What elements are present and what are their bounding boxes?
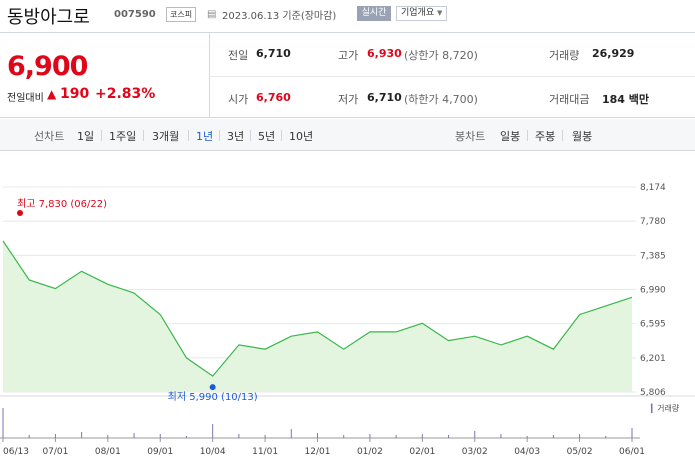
period-3y[interactable]: 3년 bbox=[227, 130, 245, 143]
chevron-down-icon: ▼ bbox=[437, 9, 443, 17]
x-tick-label: 12/01 bbox=[305, 447, 331, 457]
x-tick-label: 06/13 bbox=[3, 447, 29, 457]
divider bbox=[209, 76, 695, 77]
company-info-label: 기업개요 bbox=[401, 8, 435, 18]
company-info-button[interactable]: 기업개요 ▼ bbox=[396, 6, 448, 21]
quote-panel: 6,900 전일대비 ▲ 190 +2.83% 전일 6,710 고가 6,93… bbox=[0, 32, 695, 118]
volume-legend: ▎거래량 bbox=[651, 404, 680, 413]
x-tick-label: 11/01 bbox=[252, 447, 278, 457]
chart-toolbar: 선차트 1일 1주일 3개월 1년 3년 5년 10년 봉차트 일봉 주봉 월봉 bbox=[0, 119, 695, 151]
prev-close-label: 전일 bbox=[228, 49, 249, 62]
x-tick-label: 04/03 bbox=[514, 447, 540, 457]
change-label: 전일대비 bbox=[7, 93, 44, 104]
x-tick-label: 08/01 bbox=[95, 447, 121, 457]
candle-chart-title: 봉차트 bbox=[455, 130, 486, 143]
x-tick-label: 03/02 bbox=[462, 447, 488, 457]
volume-bars bbox=[2, 408, 633, 438]
x-axis: 06/13 07/01 08/01 09/01 10/04 11/01 12/01 01/02… bbox=[2, 438, 645, 457]
line-chart-title: 선차트 bbox=[34, 130, 65, 143]
y-tick-label: 8,174 bbox=[640, 183, 666, 193]
change-percent: +2.83% bbox=[95, 86, 156, 102]
period-5y[interactable]: 5년 bbox=[258, 130, 276, 143]
divider bbox=[281, 130, 282, 141]
x-tick-label: 07/01 bbox=[42, 447, 68, 457]
divider bbox=[562, 130, 563, 141]
period-1w[interactable]: 1주일 bbox=[109, 130, 137, 143]
up-arrow-icon: ▲ bbox=[47, 87, 57, 101]
x-tick-label: 01/02 bbox=[357, 447, 383, 457]
candle-daily[interactable]: 일봉 bbox=[500, 130, 521, 143]
upper-limit: (상한가 8,720) bbox=[404, 49, 478, 62]
min-marker bbox=[209, 384, 216, 391]
high-value: 6,930 bbox=[367, 47, 402, 60]
lower-limit: (하한가 4,700) bbox=[404, 93, 478, 106]
volume-label: 거래량 bbox=[549, 49, 580, 62]
x-tick-label: 05/02 bbox=[567, 447, 593, 457]
period-1y[interactable]: 1년 bbox=[196, 130, 214, 143]
divider bbox=[250, 130, 251, 141]
stock-code: 007590 bbox=[114, 9, 156, 20]
period-10y[interactable]: 10년 bbox=[289, 130, 314, 143]
price-chart: 8,174 7,780 7,385 6,990 6,595 6,201 5,806 06/1… bbox=[0, 183, 695, 457]
low-label: 저가 bbox=[338, 93, 359, 106]
y-tick-label: 6,990 bbox=[640, 286, 666, 296]
trade-value-label: 거래대금 bbox=[549, 93, 590, 106]
period-3m[interactable]: 3개월 bbox=[152, 130, 180, 143]
high-label: 고가 bbox=[338, 49, 359, 62]
x-tick-label: 09/01 bbox=[147, 447, 173, 457]
y-tick-label: 7,780 bbox=[640, 217, 666, 227]
candle-monthly[interactable]: 월봉 bbox=[572, 130, 593, 143]
candle-weekly[interactable]: 주봉 bbox=[535, 130, 556, 143]
divider bbox=[188, 130, 189, 141]
volume-legend-label: 거래량 bbox=[657, 404, 680, 413]
low-value: 6,710 bbox=[367, 91, 402, 104]
stock-header: 동방아그로 007590 코스피 ▤ 2023.06.13 기준(장마감) 실시… bbox=[0, 0, 695, 30]
y-tick-label: 5,806 bbox=[640, 388, 666, 398]
max-marker bbox=[17, 210, 23, 216]
realtime-button[interactable]: 실시간 bbox=[357, 6, 391, 21]
market-badge: 코스피 bbox=[166, 7, 197, 22]
y-axis: 8,174 7,780 7,385 6,990 6,595 6,201 5,806 bbox=[640, 183, 666, 398]
min-label: 최저 5,990 (10/13) bbox=[168, 391, 258, 403]
calendar-icon: ▤ bbox=[207, 9, 217, 20]
prev-close-value: 6,710 bbox=[256, 47, 291, 60]
trade-value-value: 184 백만 bbox=[602, 93, 650, 106]
date-text: 2023.06.13 기준(장마감) bbox=[222, 11, 337, 22]
price-line bbox=[2, 240, 633, 377]
period-1d[interactable]: 1일 bbox=[77, 130, 95, 143]
current-price: 6,900 bbox=[7, 51, 88, 82]
x-tick-label: 06/01 bbox=[619, 447, 645, 457]
y-tick-label: 6,201 bbox=[640, 354, 666, 364]
divider bbox=[209, 33, 210, 118]
volume-value: 26,929 bbox=[592, 47, 635, 60]
stock-name: 동방아그로 bbox=[7, 7, 90, 28]
open-label: 시가 bbox=[228, 93, 249, 106]
change-value: 190 bbox=[60, 86, 90, 102]
x-tick-label: 10/04 bbox=[200, 447, 226, 457]
divider bbox=[219, 130, 220, 141]
max-label: 최고 7,830 (06/22) bbox=[17, 198, 107, 210]
y-tick-label: 6,595 bbox=[640, 320, 666, 330]
divider bbox=[101, 130, 102, 141]
y-tick-label: 7,385 bbox=[640, 251, 666, 261]
price-area bbox=[3, 241, 632, 392]
open-value: 6,760 bbox=[256, 91, 291, 104]
x-tick-label: 02/01 bbox=[409, 447, 435, 457]
divider bbox=[527, 130, 528, 141]
divider bbox=[143, 130, 144, 141]
